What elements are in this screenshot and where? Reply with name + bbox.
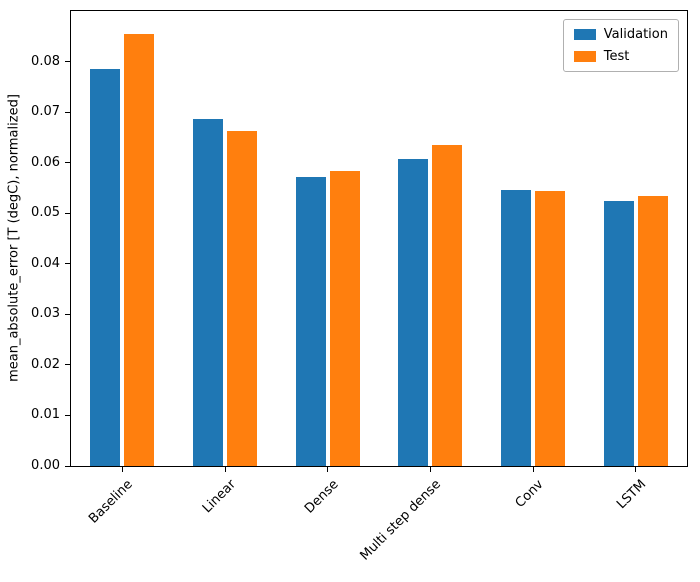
y-tick-label: 0.05: [31, 205, 60, 221]
y-tick-label: 0.06: [31, 154, 60, 170]
bar-validation-0: [90, 69, 121, 466]
y-tick-mark: [65, 162, 70, 164]
bar-validation-1: [193, 118, 223, 466]
legend-label-test: Test: [603, 49, 630, 64]
y-tick-label: 0.08: [31, 53, 60, 69]
y-tick-label: 0.07: [31, 104, 60, 120]
y-tick-mark: [65, 414, 70, 416]
y-tick-label: 0.01: [31, 407, 60, 423]
y-tick-mark: [65, 313, 70, 315]
y-tick-mark: [65, 111, 70, 113]
x-tick-label: Linear: [199, 477, 239, 517]
y-tick-label: 0.04: [31, 255, 60, 271]
bar-validation-4: [501, 190, 531, 466]
bar-test-1: [227, 130, 257, 466]
legend-swatch-test: [573, 51, 596, 62]
y-axis-label: mean_absolute_error [T (degC), normalize…: [6, 94, 22, 382]
bar-validation-5: [603, 201, 634, 466]
y-tick-label: 0.00: [31, 458, 60, 473]
x-tick-mark: [532, 467, 534, 472]
x-tick-mark: [429, 467, 431, 472]
bar-test-4: [535, 191, 565, 466]
bar-validation-3: [398, 159, 429, 466]
x-tick-label: Conv: [512, 477, 547, 511]
y-tick-mark: [65, 263, 70, 265]
legend-entry-validation: Validation: [573, 27, 668, 42]
plot-area: Validation Test: [70, 10, 688, 467]
legend-label-validation: Validation: [603, 27, 668, 42]
y-tick-mark: [65, 212, 70, 214]
legend: Validation Test: [562, 19, 679, 72]
x-tick-label: LSTM: [614, 477, 650, 513]
x-tick-label: Multi step dense: [357, 477, 444, 564]
x-tick-mark: [635, 467, 637, 472]
y-tick-label: 0.02: [31, 356, 60, 372]
legend-entry-test: Test: [573, 49, 668, 64]
y-tick-mark: [65, 364, 70, 366]
x-tick-mark: [327, 467, 329, 472]
y-tick-label: 0.03: [31, 306, 60, 322]
bar-test-3: [432, 145, 463, 466]
y-tick-mark: [65, 465, 70, 467]
y-tick-mark: [65, 61, 70, 63]
bar-test-5: [637, 196, 668, 466]
bar-validation-2: [295, 176, 326, 466]
bar-test-0: [124, 33, 155, 466]
bar-test-2: [329, 171, 360, 466]
legend-swatch-validation: [573, 29, 596, 40]
x-tick-label: Baseline: [86, 477, 136, 527]
x-tick-label: Dense: [301, 477, 342, 517]
x-tick-mark: [224, 467, 226, 472]
x-tick-mark: [121, 467, 123, 472]
